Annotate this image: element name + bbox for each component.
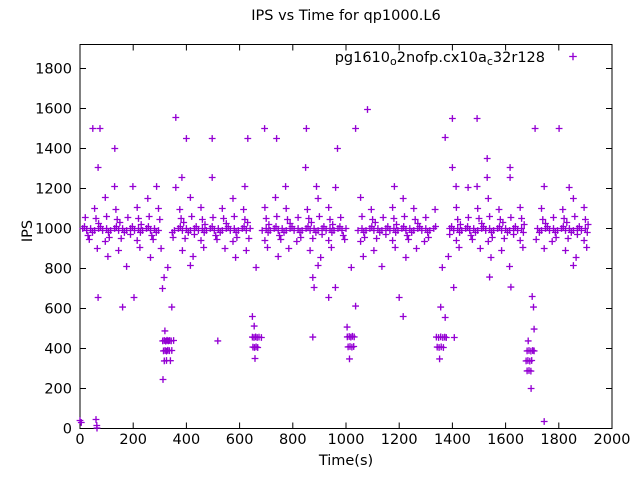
x-tick-label: 1400: [434, 432, 471, 448]
x-axis-label: Time(s): [318, 453, 374, 469]
y-axis-label: IPS: [20, 219, 36, 243]
x-tick-label: 600: [226, 432, 254, 448]
x-tick-label: 2000: [594, 432, 631, 448]
x-tick-label: 1200: [381, 432, 418, 448]
y-tick-label: 1400: [35, 142, 72, 158]
y-tick-label: 1600: [35, 102, 72, 118]
y-tick-label: 1200: [35, 182, 72, 198]
y-tick-label: 800: [44, 262, 72, 278]
data-points: [76, 106, 592, 432]
x-tick-label: 800: [279, 432, 307, 448]
y-tick-label: 1800: [35, 62, 72, 78]
y-tick-label: 600: [44, 302, 72, 318]
x-tick-label: 1800: [540, 432, 577, 448]
legend-label: pg1610o2nofp.cx10ac32r128: [335, 50, 545, 68]
x-tick-label: 400: [173, 432, 201, 448]
x-tick-label: 1600: [487, 432, 524, 448]
y-tick-label: 400: [44, 342, 72, 358]
y-tick-label: 1000: [35, 222, 72, 238]
x-tick-label: 200: [119, 432, 147, 448]
chart-title: IPS vs Time for qp1000.L6: [251, 8, 441, 24]
y-tick-label: 0: [63, 422, 72, 438]
legend-plus-marker-icon: [569, 52, 577, 61]
x-tick-label: 0: [75, 432, 84, 448]
x-tick-label: 1000: [328, 432, 365, 448]
y-tick-label: 200: [44, 382, 72, 398]
